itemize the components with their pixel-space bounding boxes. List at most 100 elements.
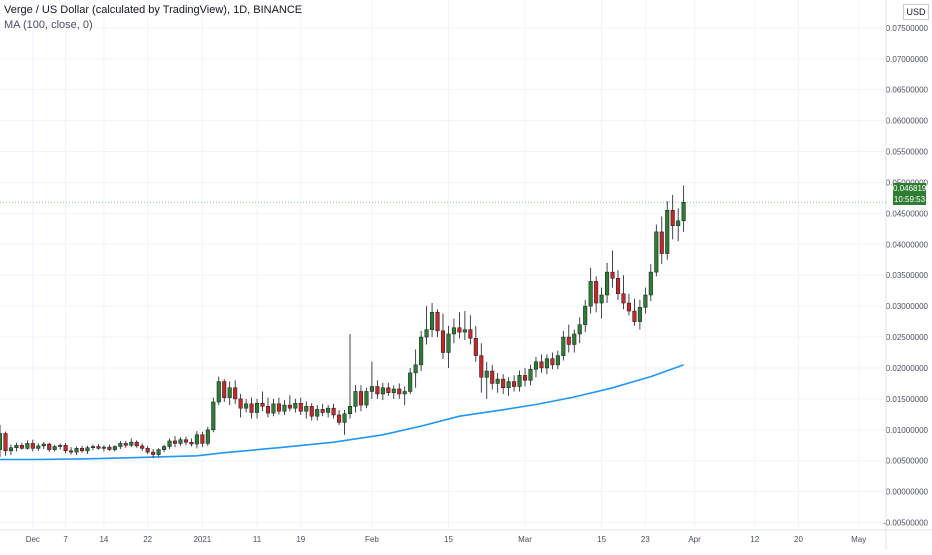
candle bbox=[14, 442, 19, 452]
candle bbox=[172, 435, 178, 448]
candle-body bbox=[25, 443, 30, 449]
currency-button[interactable]: USD bbox=[903, 4, 929, 20]
candle bbox=[244, 398, 249, 413]
y-tick-label: -0.00500000 bbox=[883, 519, 928, 528]
candle bbox=[435, 309, 440, 338]
candle bbox=[375, 380, 380, 399]
candle-body bbox=[654, 231, 659, 273]
candle-body bbox=[670, 210, 675, 226]
candle-body bbox=[539, 361, 544, 369]
candle-body bbox=[151, 451, 156, 455]
candle bbox=[36, 443, 41, 451]
candle bbox=[512, 375, 517, 392]
y-tick-label: 0.00500000 bbox=[886, 457, 929, 466]
candle bbox=[178, 437, 183, 446]
y-tick-label: 0.05500000 bbox=[886, 148, 929, 157]
candle-body bbox=[621, 293, 626, 304]
candle bbox=[408, 367, 413, 394]
candle bbox=[342, 410, 347, 435]
candle-body bbox=[484, 370, 489, 378]
candle-body bbox=[451, 327, 456, 335]
candle bbox=[298, 397, 303, 415]
candle bbox=[129, 438, 134, 448]
candle-body bbox=[419, 336, 424, 366]
candle bbox=[451, 318, 456, 344]
candle-body bbox=[457, 327, 462, 333]
candle bbox=[347, 333, 353, 419]
candle-body bbox=[145, 448, 150, 453]
candle bbox=[0, 424, 3, 458]
candle-body bbox=[36, 445, 41, 449]
candle bbox=[194, 431, 199, 449]
candle bbox=[665, 200, 670, 260]
candle bbox=[364, 387, 369, 409]
candle bbox=[670, 194, 675, 240]
candle bbox=[446, 325, 451, 368]
candle-body bbox=[446, 333, 451, 353]
candle-body bbox=[326, 407, 331, 413]
candle bbox=[140, 443, 145, 451]
candle bbox=[506, 377, 511, 396]
x-tick-label: 14 bbox=[99, 535, 108, 544]
candle-body bbox=[555, 355, 560, 366]
candle bbox=[626, 293, 631, 316]
candle-body bbox=[14, 445, 19, 448]
candle bbox=[3, 431, 8, 456]
candle-body bbox=[304, 406, 309, 412]
candle-body bbox=[222, 381, 227, 398]
candle bbox=[495, 372, 500, 393]
candle bbox=[52, 444, 57, 452]
candle bbox=[353, 385, 358, 413]
y-tick-label: 0.00000000 bbox=[886, 488, 929, 497]
candle bbox=[162, 444, 167, 453]
candle bbox=[402, 386, 407, 406]
candle-body bbox=[424, 329, 429, 338]
candle bbox=[156, 448, 161, 457]
candle-body bbox=[506, 381, 511, 389]
candle bbox=[391, 385, 396, 399]
candle-body bbox=[331, 407, 336, 416]
candle-body bbox=[276, 403, 281, 412]
candle-body bbox=[386, 387, 391, 393]
candle bbox=[358, 385, 363, 412]
candle bbox=[63, 442, 68, 454]
candle bbox=[249, 397, 254, 419]
candle-body bbox=[134, 441, 139, 447]
candle bbox=[134, 440, 139, 448]
candle bbox=[457, 312, 462, 339]
candle-body bbox=[599, 294, 604, 304]
candle bbox=[123, 440, 128, 448]
candle-body bbox=[167, 440, 172, 447]
candle-body bbox=[249, 403, 254, 413]
candle bbox=[369, 361, 374, 399]
candle bbox=[326, 405, 331, 418]
candle bbox=[293, 398, 298, 413]
candle-body bbox=[156, 449, 161, 455]
candle-body bbox=[3, 433, 8, 452]
candle bbox=[183, 436, 188, 446]
candle bbox=[462, 311, 467, 341]
x-tick-label: 15 bbox=[444, 535, 453, 544]
candle-body bbox=[681, 201, 686, 222]
candle-body bbox=[183, 439, 188, 443]
candle-body bbox=[189, 441, 194, 445]
candle bbox=[610, 250, 615, 288]
candle bbox=[80, 445, 85, 453]
x-tick-label: 19 bbox=[296, 535, 305, 544]
candle bbox=[440, 313, 446, 359]
x-tick-label: Feb bbox=[365, 535, 379, 544]
y-tick-label: 0.04000000 bbox=[886, 240, 929, 249]
candle-body bbox=[665, 210, 670, 254]
candle bbox=[566, 324, 571, 353]
candle bbox=[265, 397, 271, 418]
candle-body bbox=[462, 329, 467, 333]
last-price-tag: 0.04681913 10:59:53 bbox=[893, 183, 932, 205]
candle bbox=[681, 185, 686, 232]
candle bbox=[222, 379, 227, 402]
candle-body bbox=[107, 446, 112, 450]
candle-body bbox=[342, 413, 347, 423]
candle-body bbox=[74, 448, 79, 453]
x-tick-label: 7 bbox=[63, 535, 68, 544]
y-tick-label: 0.04500000 bbox=[886, 209, 929, 218]
